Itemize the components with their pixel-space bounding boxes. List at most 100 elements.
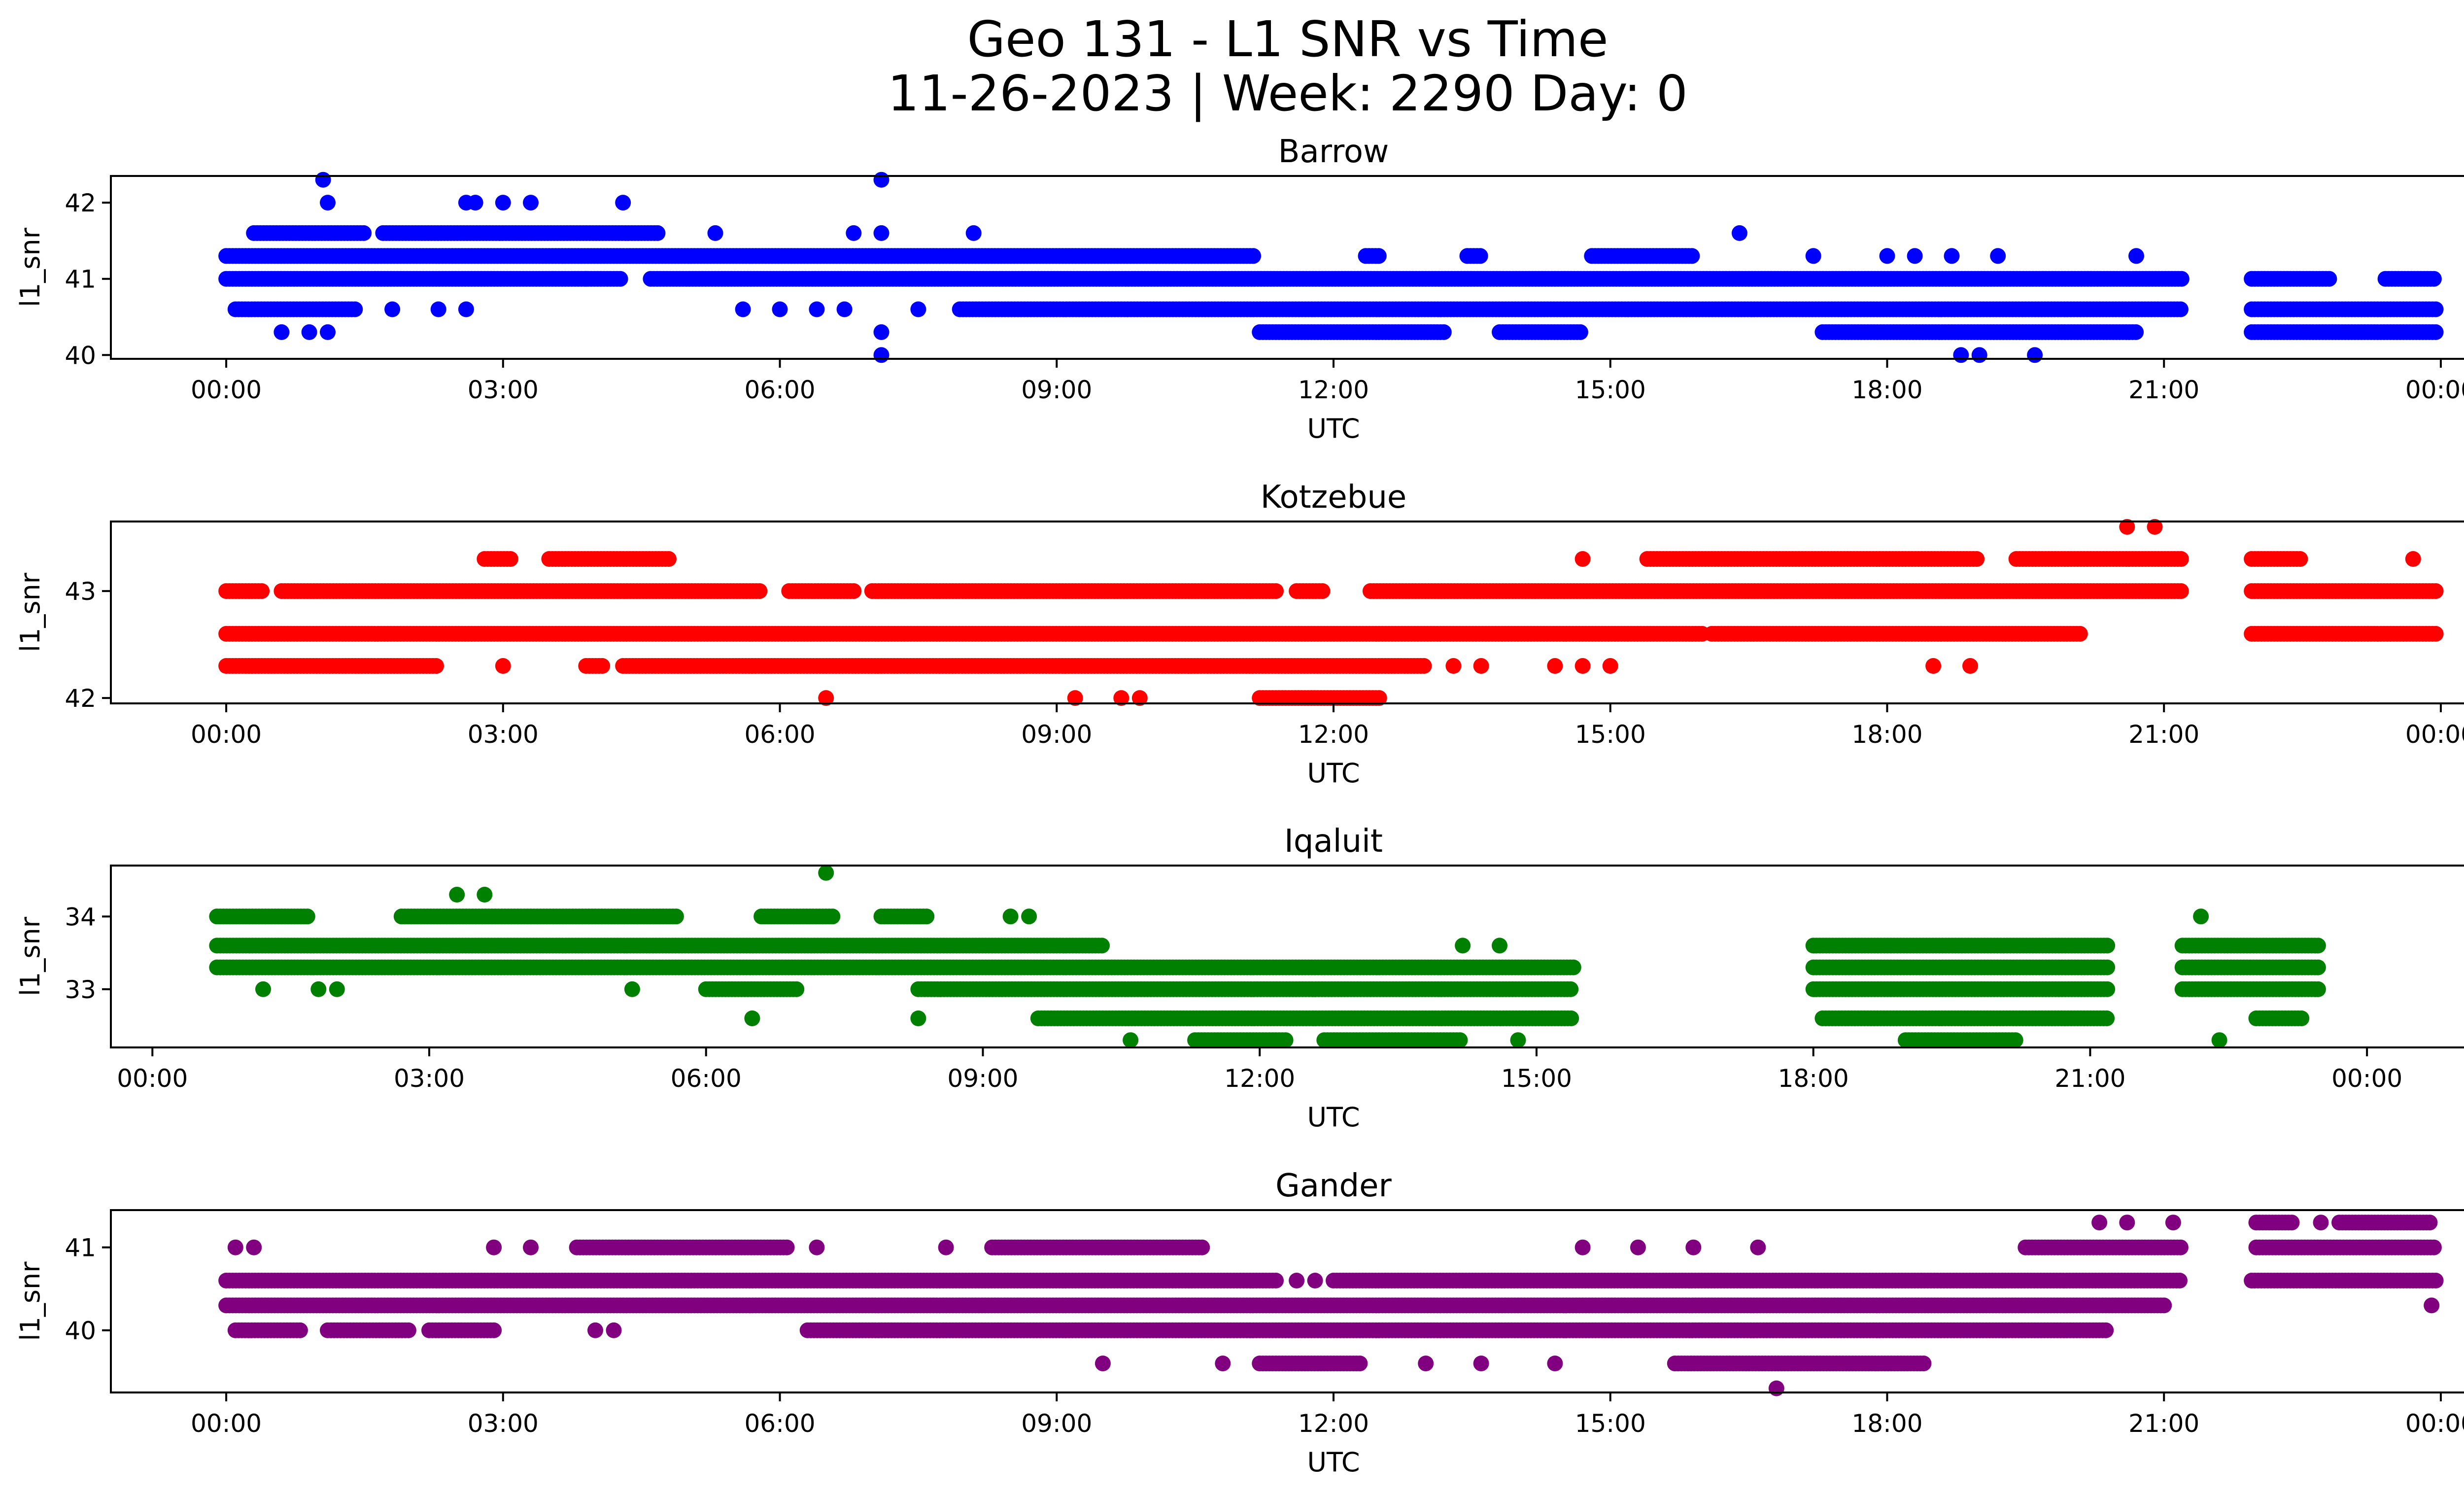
data-point <box>1684 248 1700 264</box>
data-point <box>2428 626 2444 642</box>
subplot-title: Iqaluit <box>1284 823 1383 860</box>
data-point <box>2072 626 2088 642</box>
y-axis-label: l1_snr <box>15 572 46 652</box>
x-tick-label: 00:00 <box>2405 720 2464 749</box>
data-point <box>2173 551 2189 567</box>
data-point <box>2099 959 2116 975</box>
data-point <box>467 195 483 211</box>
data-point <box>1245 248 1262 264</box>
data-point <box>2428 324 2444 340</box>
figure-subtitle: 11-26-2023 | Week: 2290 Day: 0 <box>888 65 1688 122</box>
data-point <box>2428 301 2444 317</box>
data-point <box>315 172 331 188</box>
data-point <box>846 225 862 241</box>
x-tick-label: 03:00 <box>468 376 539 404</box>
data-point <box>910 301 926 317</box>
data-point <box>2310 959 2326 975</box>
subplot-title: Kotzebue <box>1261 479 1407 516</box>
data-points <box>218 519 2444 706</box>
data-point <box>2426 271 2442 287</box>
data-point <box>873 324 890 340</box>
data-point <box>301 324 317 340</box>
data-point <box>615 195 631 211</box>
data-point <box>320 324 336 340</box>
x-tick-label: 00:00 <box>191 720 262 749</box>
data-point <box>578 271 594 287</box>
x-axis-label: UTC <box>1307 413 1360 444</box>
data-point <box>873 347 890 363</box>
x-tick-label: 18:00 <box>1851 376 1922 404</box>
data-point <box>1574 658 1591 674</box>
data-point <box>430 301 446 317</box>
data-point <box>1805 248 1821 264</box>
data-point <box>347 301 363 317</box>
subplot-title: Barrow <box>1278 134 1389 170</box>
y-tick-label: 42 <box>65 189 96 217</box>
data-point <box>809 301 825 317</box>
data-point <box>2027 347 2043 363</box>
x-tick-label: 03:00 <box>468 720 539 749</box>
data-point <box>495 658 511 674</box>
data-point <box>612 271 628 287</box>
data-point <box>254 583 270 599</box>
data-point <box>772 301 788 317</box>
data-point <box>873 225 890 241</box>
data-points <box>218 172 2444 363</box>
data-point <box>1907 248 1923 264</box>
data-point <box>965 225 982 241</box>
data-point <box>384 301 401 317</box>
data-point <box>1953 347 1969 363</box>
data-point <box>1925 658 1942 674</box>
data-point <box>752 583 768 599</box>
data-point <box>594 658 611 674</box>
data-point <box>1602 658 1618 674</box>
data-point <box>1472 248 1488 264</box>
x-tick-label: 06:00 <box>744 376 815 404</box>
x-tick-label: 12:00 <box>1298 720 1369 749</box>
y-tick-label: 40 <box>65 341 96 370</box>
x-axis-label: UTC <box>1307 758 1360 789</box>
x-tick-label: 09:00 <box>1021 720 1092 749</box>
data-point <box>650 225 666 241</box>
data-point <box>1547 658 1563 674</box>
data-point <box>1944 248 1960 264</box>
data-point <box>1094 938 1110 954</box>
data-point <box>1416 658 1432 674</box>
data-point <box>1572 324 1588 340</box>
data-point <box>836 301 853 317</box>
x-tick-label: 15:00 <box>1575 376 1646 404</box>
data-point <box>502 551 518 567</box>
y-tick-label: 41 <box>65 265 96 294</box>
data-point <box>735 301 751 317</box>
y-tick-label: 43 <box>65 577 96 606</box>
data-point <box>356 225 372 241</box>
data-points <box>209 865 2326 1048</box>
y-tick-label: 42 <box>65 684 96 713</box>
data-point <box>1962 658 1978 674</box>
data-point <box>1574 551 1591 567</box>
data-point <box>1971 347 1987 363</box>
data-point <box>2173 583 2189 599</box>
data-point <box>846 583 862 599</box>
data-point <box>1436 324 1452 340</box>
data-point <box>2321 271 2337 287</box>
data-point <box>1370 248 1387 264</box>
x-tick-label: 09:00 <box>1021 376 1092 404</box>
x-tick-label: 00:00 <box>2405 376 2464 404</box>
data-point <box>274 324 290 340</box>
axes-frame <box>110 521 2464 704</box>
x-tick-label: 15:00 <box>1575 720 1646 749</box>
data-point <box>2172 301 2189 317</box>
data-point <box>495 195 511 211</box>
data-point <box>523 195 539 211</box>
figure-title: Geo 131 - L1 SNR vs Time <box>967 10 1608 68</box>
data-point <box>2405 551 2421 567</box>
data-point <box>2099 938 2116 954</box>
data-point <box>1563 981 1579 997</box>
x-tick-label: 06:00 <box>744 720 815 749</box>
